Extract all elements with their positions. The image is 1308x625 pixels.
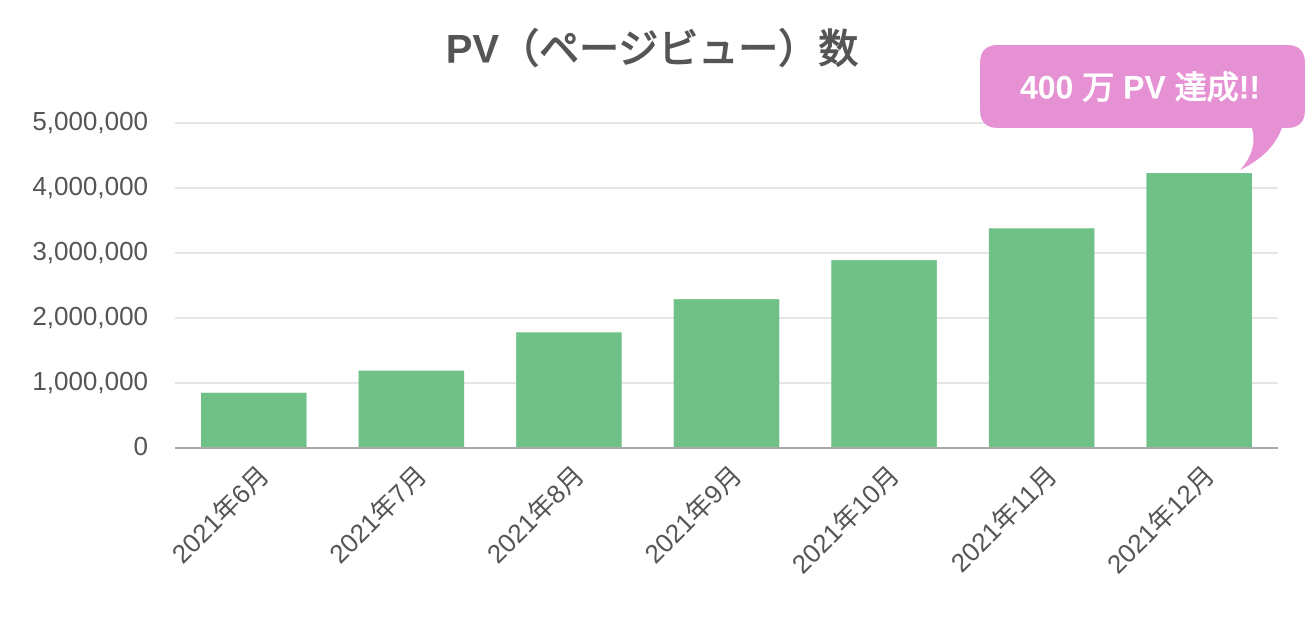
y-tick-label: 2,000,000 (32, 301, 148, 331)
y-tick-label: 5,000,000 (32, 106, 148, 136)
y-tick-label: 1,000,000 (32, 366, 148, 396)
x-tick-label: 2021年10月 (786, 460, 905, 579)
x-tick-label: 2021年11月 (945, 460, 1063, 578)
chart-title: PV（ページビュー）数 (446, 28, 859, 72)
plot: 0 1,000,000 2,000,000 3,000,000 4,000,000 5,0… (32, 106, 1278, 579)
bar (200, 392, 307, 448)
bar (988, 228, 1095, 448)
x-tick-label: 2021年8月 (481, 460, 590, 569)
annotation-text: 400 万 PV 達成!! (1020, 69, 1260, 105)
y-tick-label: 4,000,000 (32, 171, 148, 201)
bar (358, 370, 465, 448)
x-tick-label: 2021年6月 (166, 460, 275, 569)
bar (831, 260, 937, 448)
bar (516, 332, 622, 448)
bar (673, 299, 780, 448)
bar (1146, 173, 1253, 449)
bubble-shape (980, 45, 1305, 170)
x-tick-label: 2021年12月 (1101, 460, 1220, 579)
x-tick-label: 2021年7月 (323, 460, 432, 569)
x-tick-label: 2021年9月 (638, 460, 747, 569)
annotation-bubble: 400 万 PV 達成!! (980, 45, 1305, 170)
y-tick-label: 3,000,000 (32, 236, 148, 266)
y-tick-label: 0 (134, 431, 148, 461)
